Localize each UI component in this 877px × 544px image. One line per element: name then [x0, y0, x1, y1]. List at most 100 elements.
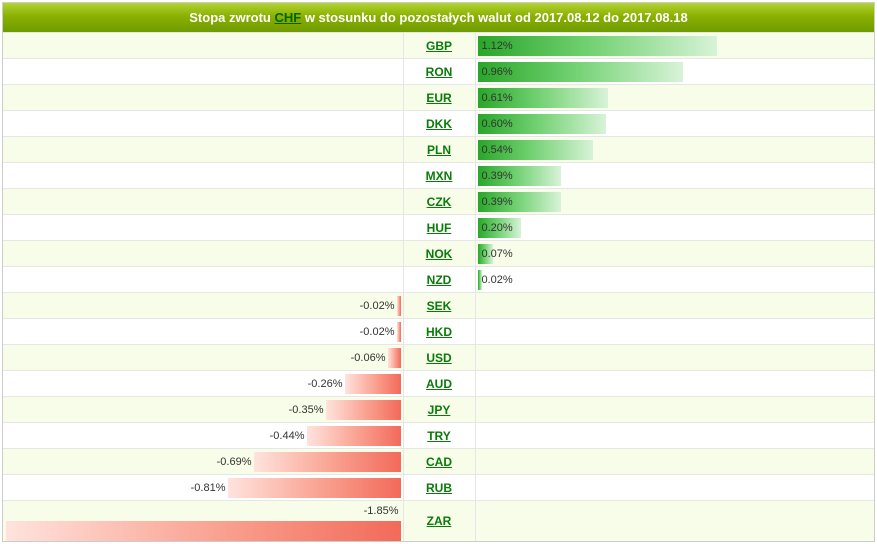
table-row: -0.26% AUD [3, 371, 874, 397]
positive-bar: 0.60% [478, 114, 606, 134]
negative-bar-cell: -0.44% [3, 423, 403, 449]
positive-bar: 0.02% [478, 270, 482, 290]
positive-bar: 0.39% [478, 192, 561, 212]
positive-bar-cell: 0.20% [475, 215, 874, 241]
positive-bar: 0.39% [478, 166, 561, 186]
currency-code-link[interactable]: CAD [426, 455, 452, 469]
negative-bar-cell [3, 85, 403, 111]
negative-bar-cell [3, 267, 403, 293]
header-currency-link[interactable]: CHF [274, 10, 301, 25]
currency-code-link[interactable]: NZD [427, 273, 452, 287]
currency-code-link[interactable]: PLN [427, 143, 451, 157]
value-label: -0.06% [351, 348, 388, 368]
negative-bar [254, 452, 401, 472]
positive-bar: 0.96% [478, 62, 683, 82]
currency-code-link[interactable]: TRY [427, 429, 451, 443]
currency-code-link[interactable]: MXN [426, 169, 453, 183]
value-label: 1.12% [482, 36, 513, 56]
positive-bar-cell: 0.02% [475, 267, 874, 293]
positive-bar-cell [475, 501, 874, 542]
currency-code-cell: AUD [403, 371, 475, 397]
table-row: -0.69% CAD [3, 449, 874, 475]
currency-code-link[interactable]: SEK [427, 299, 452, 313]
table-row: -0.02% SEK [3, 293, 874, 319]
positive-bar: 1.12% [478, 36, 717, 56]
header-post: w stosunku do pozostałych walut od 2017.… [301, 10, 688, 25]
positive-bar: 0.54% [478, 140, 593, 160]
currency-code-link[interactable]: GBP [426, 39, 452, 53]
currency-code-cell: SEK [403, 293, 475, 319]
currency-code-cell: TRY [403, 423, 475, 449]
header-pre: Stopa zwrotu [189, 10, 274, 25]
positive-bar: 0.07% [478, 244, 493, 264]
negative-bar [307, 426, 401, 446]
value-label: 0.96% [482, 62, 513, 82]
currency-code-cell: PLN [403, 137, 475, 163]
value-label: -0.44% [270, 426, 307, 446]
positive-bar-cell [475, 449, 874, 475]
negative-bar-cell: -0.02% [3, 293, 403, 319]
currency-code-link[interactable]: DKK [426, 117, 452, 131]
negative-bar [6, 521, 401, 541]
currency-code-link[interactable]: HKD [426, 325, 452, 339]
negative-bar-cell [3, 215, 403, 241]
positive-bar-cell [475, 371, 874, 397]
currency-code-link[interactable]: RON [426, 65, 453, 79]
positive-bar-cell: 0.54% [475, 137, 874, 163]
table-row: EUR 0.61% [3, 85, 874, 111]
negative-bar-cell: -0.26% [3, 371, 403, 397]
value-label: 0.20% [482, 218, 513, 238]
negative-bar [397, 296, 401, 316]
value-label: -1.85% [364, 501, 401, 521]
currency-code-link[interactable]: USD [426, 351, 451, 365]
negative-bar-cell: -0.02% [3, 319, 403, 345]
positive-bar-cell [475, 475, 874, 501]
negative-bar-cell [3, 163, 403, 189]
negative-bar-cell [3, 59, 403, 85]
positive-bar-cell: 0.60% [475, 111, 874, 137]
currency-code-link[interactable]: CZK [427, 195, 452, 209]
positive-bar-cell: 0.39% [475, 163, 874, 189]
negative-bar-cell [3, 111, 403, 137]
table-row: PLN 0.54% [3, 137, 874, 163]
currency-code-link[interactable]: ZAR [427, 514, 452, 528]
positive-bar-cell: 0.96% [475, 59, 874, 85]
positive-bar-cell: 0.07% [475, 241, 874, 267]
currency-code-cell: JPY [403, 397, 475, 423]
currency-code-cell: ZAR [403, 501, 475, 542]
table-row: HUF 0.20% [3, 215, 874, 241]
positive-bar-cell [475, 319, 874, 345]
currency-code-cell: NOK [403, 241, 475, 267]
currency-code-cell: GBP [403, 33, 475, 59]
value-label: 0.54% [482, 140, 513, 160]
value-label: 0.61% [482, 88, 513, 108]
value-label: 0.39% [482, 166, 513, 186]
currency-code-link[interactable]: EUR [426, 91, 451, 105]
negative-bar-cell: -0.06% [3, 345, 403, 371]
value-label: -0.02% [360, 296, 397, 316]
negative-bar [345, 374, 401, 394]
negative-bar-cell: -1.85% [3, 501, 403, 542]
positive-bar-cell [475, 293, 874, 319]
currency-code-cell: HUF [403, 215, 475, 241]
returns-table: GBP 1.12% RON 0.96% EUR 0.61% DKK 0.60% PLN 0.54%… [3, 32, 874, 541]
positive-bar-cell: 0.61% [475, 85, 874, 111]
currency-code-link[interactable]: JPY [428, 403, 451, 417]
value-label: -0.26% [308, 374, 345, 394]
value-label: 0.39% [482, 192, 513, 212]
negative-bar [228, 478, 401, 498]
currency-code-link[interactable]: AUD [426, 377, 452, 391]
value-label: -0.35% [289, 400, 326, 420]
currency-code-link[interactable]: NOK [426, 247, 453, 261]
table-row: RON 0.96% [3, 59, 874, 85]
negative-bar-cell: -0.69% [3, 449, 403, 475]
value-label: 0.02% [482, 270, 513, 290]
currency-code-link[interactable]: HUF [427, 221, 452, 235]
negative-bar-cell [3, 189, 403, 215]
positive-bar-cell: 0.39% [475, 189, 874, 215]
table-row: GBP 1.12% [3, 33, 874, 59]
value-label: -0.69% [217, 452, 254, 472]
value-label: 0.07% [482, 244, 513, 264]
negative-bar-cell [3, 241, 403, 267]
currency-code-link[interactable]: RUB [426, 481, 452, 495]
